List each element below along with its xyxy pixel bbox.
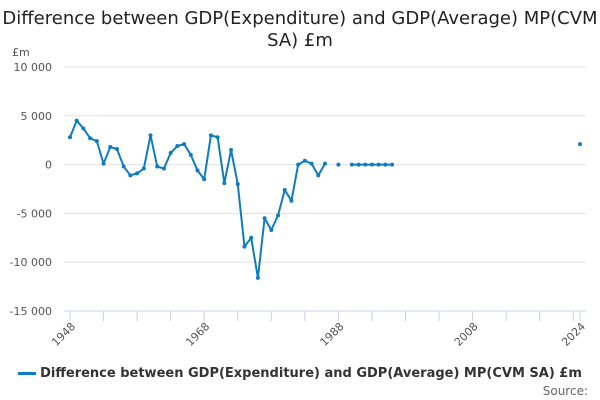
data-point bbox=[302, 158, 307, 163]
data-point bbox=[74, 118, 79, 123]
y-tick-label: 10 000 bbox=[14, 61, 53, 74]
data-point bbox=[323, 161, 327, 166]
data-point bbox=[235, 182, 240, 187]
data-point bbox=[376, 162, 381, 167]
data-point bbox=[101, 161, 106, 166]
source-label: Source: bbox=[542, 384, 588, 398]
y-axis-label: £m bbox=[12, 46, 30, 59]
data-point bbox=[336, 162, 341, 167]
data-point bbox=[168, 150, 173, 155]
data-point bbox=[208, 133, 213, 138]
data-point bbox=[188, 152, 193, 157]
data-point bbox=[148, 133, 153, 138]
data-point bbox=[390, 162, 395, 167]
data-point bbox=[289, 198, 294, 203]
data-point bbox=[249, 235, 254, 240]
data-point bbox=[242, 244, 247, 249]
x-tick-label: 1948 bbox=[49, 320, 78, 349]
data-point bbox=[296, 162, 301, 167]
data-point bbox=[88, 136, 93, 141]
legend-label: Difference between GDP(Expenditure) and … bbox=[40, 366, 582, 381]
data-point bbox=[229, 147, 234, 152]
data-point bbox=[363, 162, 368, 167]
data-point bbox=[316, 173, 321, 178]
data-point bbox=[255, 275, 260, 280]
chart-title: Difference between GDP(Expenditure) and … bbox=[2, 8, 598, 51]
series-line bbox=[69, 119, 326, 279]
data-point bbox=[114, 146, 119, 151]
y-tick-label: -5 000 bbox=[17, 207, 52, 220]
y-tick-label: 0 bbox=[45, 159, 52, 172]
data-point bbox=[202, 177, 207, 182]
data-point bbox=[108, 145, 113, 150]
data-point bbox=[182, 142, 187, 147]
x-tick-label: 1988 bbox=[318, 320, 347, 349]
data-point bbox=[369, 162, 374, 167]
y-tick-label: -10 000 bbox=[10, 256, 52, 269]
data-point bbox=[215, 135, 220, 140]
y-tick-label: -15 000 bbox=[10, 305, 52, 318]
data-point bbox=[222, 181, 227, 186]
data-point bbox=[356, 162, 361, 167]
data-point bbox=[94, 139, 99, 144]
data-point bbox=[68, 135, 72, 140]
data-point bbox=[121, 164, 126, 169]
data-point bbox=[141, 166, 146, 171]
data-point bbox=[195, 168, 200, 173]
data-point bbox=[81, 126, 86, 131]
legend[interactable]: Difference between GDP(Expenditure) and … bbox=[0, 366, 600, 381]
data-point bbox=[383, 162, 388, 167]
data-point bbox=[578, 142, 582, 147]
y-tick-label: 5 000 bbox=[21, 110, 53, 123]
x-tick-label: 2008 bbox=[452, 320, 481, 349]
data-point bbox=[262, 216, 267, 221]
x-tick-label: 1968 bbox=[183, 320, 212, 349]
data-point bbox=[175, 144, 180, 149]
data-point bbox=[276, 213, 281, 218]
legend-swatch bbox=[18, 372, 37, 375]
data-point bbox=[161, 166, 166, 171]
data-point bbox=[135, 171, 140, 176]
data-point bbox=[282, 187, 287, 192]
data-point bbox=[269, 227, 274, 232]
data-point bbox=[349, 162, 354, 167]
data-point bbox=[128, 173, 133, 178]
data-point bbox=[309, 161, 314, 166]
data-point bbox=[155, 164, 160, 169]
x-tick-label: 2024 bbox=[559, 320, 588, 349]
